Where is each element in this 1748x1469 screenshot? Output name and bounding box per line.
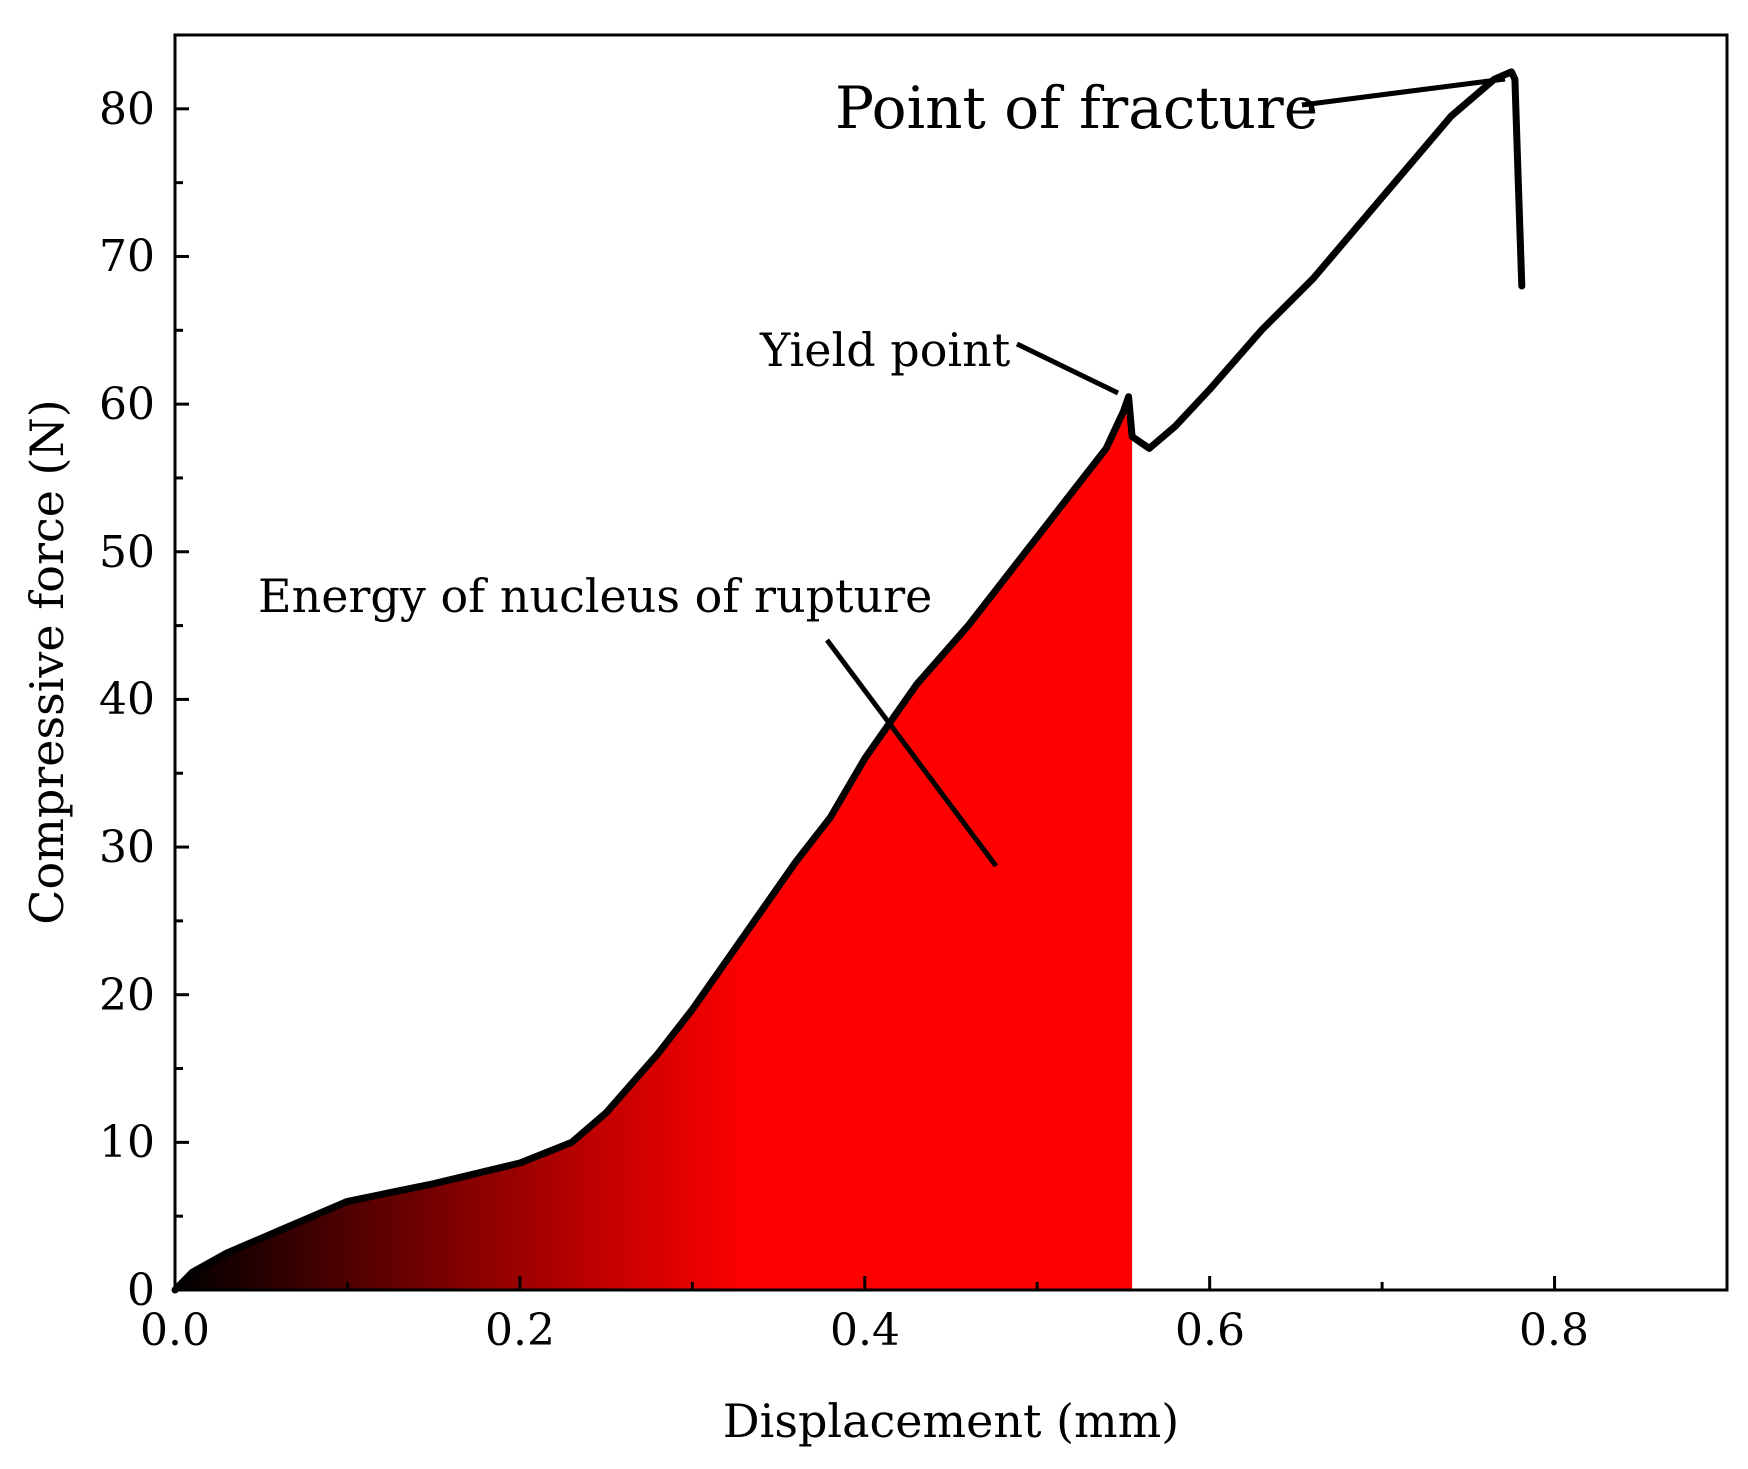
x-axis-title: Displacement (mm): [723, 1394, 1179, 1448]
annotation-energy-label: Energy of nucleus of rupture: [258, 569, 932, 623]
x-tick-label-3: 0.6: [1175, 1305, 1245, 1356]
force-displacement-curve: [171, 68, 1526, 1294]
y-tick-label-6: 60: [99, 379, 155, 430]
tick-labels: 0.0 0.2 0.4 0.6 0.8 0 10 20 30 40 50 60 …: [99, 84, 1589, 1356]
energy-shaded-area: [175, 396, 1133, 1290]
annotation-point-of-fracture-label: Point of fracture: [835, 74, 1318, 142]
x-tick-label-0: 0.0: [140, 1305, 210, 1356]
annotation-yield-point: Yield point: [759, 323, 1120, 396]
y-axis-title: Compressive force (N): [20, 399, 74, 924]
x-tick-label-2: 0.4: [830, 1305, 900, 1356]
y-tick-label-1: 10: [99, 1117, 155, 1168]
y-tick-label-4: 40: [99, 674, 155, 725]
y-tick-label-8: 80: [99, 84, 155, 135]
annotation-yield-point-leader: [1015, 341, 1120, 396]
y-tick-label-3: 30: [99, 822, 155, 873]
annotation-energy-leader: [824, 638, 999, 868]
annotation-yield-point-label: Yield point: [759, 323, 1011, 377]
annotation-point-of-fracture: Point of fracture: [835, 74, 1506, 142]
annotation-energy: Energy of nucleus of rupture: [258, 569, 999, 868]
y-tick-label-5: 50: [99, 527, 155, 578]
plot-frame: [173, 33, 1729, 1292]
x-tick-label-1: 0.2: [485, 1305, 555, 1356]
y-tick-label-0: 0: [127, 1265, 155, 1316]
y-tick-label-2: 20: [99, 970, 155, 1021]
annotation-point-of-fracture-leader: [1301, 76, 1506, 108]
x-tick-label-4: 0.8: [1519, 1305, 1589, 1356]
axis-ticks: [173, 33, 1729, 1292]
y-tick-label-7: 70: [99, 231, 155, 282]
